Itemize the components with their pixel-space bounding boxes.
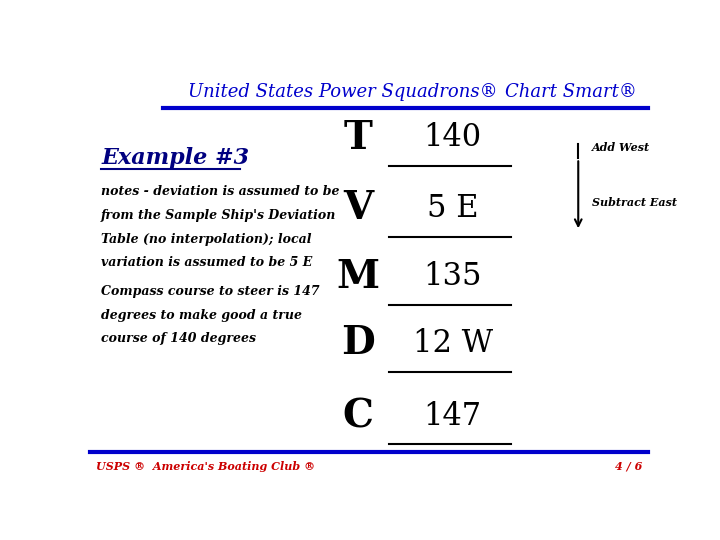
- Text: Subtract East: Subtract East: [593, 197, 678, 207]
- Text: course of 140 degrees: course of 140 degrees: [101, 332, 256, 345]
- Text: Compass course to steer is 147: Compass course to steer is 147: [101, 285, 320, 298]
- Text: 4 / 6: 4 / 6: [615, 461, 642, 471]
- Text: Table (no interpolation); local: Table (no interpolation); local: [101, 233, 312, 246]
- Text: C: C: [342, 397, 374, 435]
- Text: Example #3: Example #3: [101, 147, 249, 170]
- Text: notes - deviation is assumed to be: notes - deviation is assumed to be: [101, 185, 340, 198]
- Text: M: M: [336, 258, 379, 296]
- Text: 12 W: 12 W: [413, 328, 492, 359]
- Text: Add West: Add West: [593, 143, 650, 153]
- Text: 147: 147: [423, 401, 482, 431]
- Text: T: T: [343, 119, 372, 157]
- Text: United States Power Squadrons®: United States Power Squadrons®: [188, 83, 498, 101]
- Text: variation is assumed to be 5 E: variation is assumed to be 5 E: [101, 256, 312, 269]
- Text: Chart Smart®: Chart Smart®: [505, 83, 637, 101]
- Text: USPS ®  America's Boating Club ®: USPS ® America's Boating Club ®: [96, 461, 315, 471]
- Text: from the Sample Ship's Deviation: from the Sample Ship's Deviation: [101, 209, 336, 222]
- Text: 140: 140: [423, 122, 482, 153]
- Text: V: V: [343, 189, 373, 227]
- Text: D: D: [341, 325, 374, 362]
- Text: 5 E: 5 E: [427, 193, 479, 224]
- Text: degrees to make good a true: degrees to make good a true: [101, 309, 302, 322]
- Text: 135: 135: [423, 261, 482, 292]
